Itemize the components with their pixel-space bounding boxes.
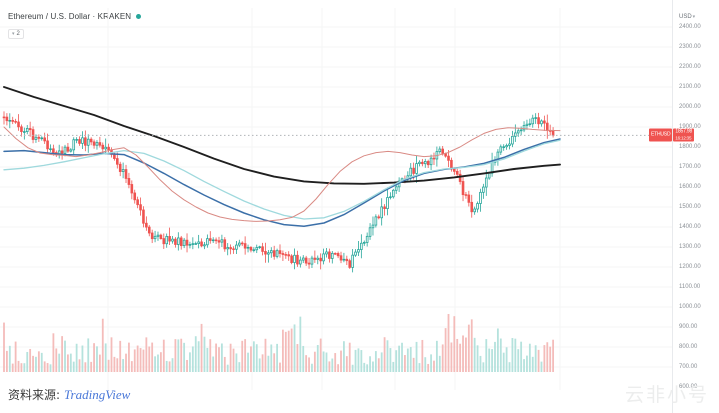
axis-tick: 1800.00 (679, 144, 701, 150)
timeframe-label: 2 (16, 31, 20, 37)
axis-tick: 2100.00 (679, 84, 701, 90)
chevron-down-icon: ▾ (692, 14, 696, 20)
volume-histogram (3, 314, 554, 372)
axis-tick: 1900.00 (679, 124, 701, 130)
axis-tick: 800.00 (679, 344, 698, 350)
current-price-badge[interactable]: ETHUSD 1857.98 16:12:35 (649, 128, 695, 142)
price-chart-plot[interactable] (0, 8, 672, 390)
chart-header: Ethereum / U.S. Dollar · KRAKEN (8, 12, 142, 21)
axis-unit-label: USD (679, 14, 692, 20)
axis-tick: 2400.00 (679, 24, 701, 30)
chart-svg (0, 8, 672, 390)
ma-line (3, 86, 561, 185)
market-status-dot (136, 14, 142, 19)
chevron-down-icon: ▾ (12, 30, 15, 37)
price-badge-countdown: 16:12:35 (675, 135, 692, 141)
candlestick-series (2, 111, 555, 273)
price-badge-price: 1857.98 (675, 128, 693, 135)
timeframe-selector[interactable]: ▾ 2 (8, 29, 24, 39)
axis-tick: 2300.00 (679, 44, 701, 50)
provider-name: TradingView (64, 387, 131, 402)
axis-tick: 1400.00 (679, 224, 701, 230)
axis-tick: 1300.00 (679, 244, 701, 250)
price-badge-value: 1857.98 16:12:35 (673, 128, 695, 142)
axis-tick: 1700.00 (679, 164, 701, 170)
axis-unit-selector[interactable]: USD▾ (679, 14, 695, 20)
axis-tick: 1600.00 (679, 184, 701, 190)
price-badge-symbol: ETHUSD (649, 128, 673, 142)
axis-tick: 2200.00 (679, 64, 701, 70)
grid-lines (0, 8, 672, 390)
ma-line (3, 139, 561, 220)
price-axis[interactable]: USD▾ 2400.00 2300.00 2200.00 2100.00 2000.00… (649, 0, 719, 413)
axis-tick: 1000.00 (679, 304, 701, 310)
source-attribution: 资料来源: TradingView (8, 386, 130, 403)
ma-line (3, 138, 561, 227)
axis-tick: 600.00 (679, 384, 698, 390)
axis-tick: 900.00 (679, 324, 698, 330)
watermark: 云非小号 (624, 384, 709, 406)
axis-tick: 700.00 (679, 364, 698, 370)
axis-tick: 1100.00 (679, 284, 701, 290)
source-label: 资料来源: (8, 388, 61, 402)
ma-line (3, 126, 561, 222)
symbol-title[interactable]: Ethereum / U.S. Dollar · KRAKEN (8, 12, 132, 21)
axis-tick: 2000.00 (679, 104, 701, 110)
moving-average-lines (3, 86, 561, 227)
axis-tick: 1500.00 (679, 204, 701, 210)
axis-tick: 1200.00 (679, 264, 701, 270)
